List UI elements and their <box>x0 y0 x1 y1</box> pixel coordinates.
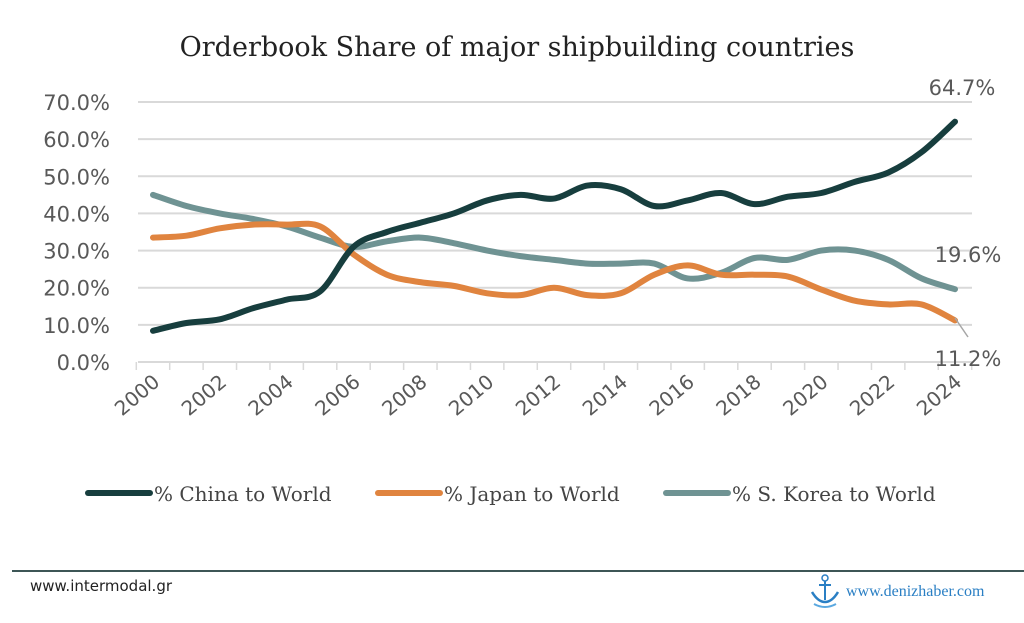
footer-divider <box>12 570 1024 572</box>
x-tick-label: 2014 <box>578 369 632 420</box>
watermark-text: www.denizhaber.com <box>846 583 985 600</box>
y-tick-label: 40.0% <box>43 202 110 226</box>
y-tick-label: 20.0% <box>43 277 110 301</box>
anchor-icon <box>810 574 840 608</box>
data-label: 64.7% <box>929 76 996 100</box>
watermark: www.denizhaber.com <box>808 574 984 610</box>
x-tick-label: 2006 <box>310 369 364 420</box>
x-tick-label: 2018 <box>711 369 765 420</box>
line-chart: Orderbook Share of major shipbuilding co… <box>43 32 1002 506</box>
y-tick-label: 10.0% <box>43 314 110 338</box>
x-tick-label: 2012 <box>511 369 565 420</box>
y-tick-label: 30.0% <box>43 240 110 264</box>
x-tick-label: 2002 <box>177 369 231 420</box>
x-tick-label: 2010 <box>444 369 498 420</box>
data-label: 19.6% <box>935 243 1002 267</box>
y-tick-label: 50.0% <box>43 165 110 189</box>
leader-line <box>954 317 969 338</box>
series-line-2 <box>150 191 958 293</box>
x-tick-label: 2008 <box>377 369 431 420</box>
series-line-0 <box>150 118 958 334</box>
x-tick-label: 2000 <box>110 369 164 420</box>
y-tick-label: 70.0% <box>43 91 110 115</box>
data-label: 11.2% <box>935 347 1002 371</box>
x-tick-label: 2004 <box>243 369 297 420</box>
x-tick-label: 2016 <box>644 369 698 420</box>
x-tick-label: 2022 <box>845 369 899 420</box>
series-line-1 <box>150 220 958 324</box>
x-tick-label: 2020 <box>778 369 832 420</box>
legend-label: % S. Korea to World <box>732 482 936 506</box>
y-tick-label: 0.0% <box>57 351 110 375</box>
legend-label: % Japan to World <box>444 482 620 506</box>
x-tick-label: 2024 <box>912 369 966 420</box>
legend-label: % China to World <box>154 482 332 506</box>
source-text: www.intermodal.gr <box>30 577 173 595</box>
chart-title: Orderbook Share of major shipbuilding co… <box>180 32 855 63</box>
y-tick-label: 60.0% <box>43 128 110 152</box>
